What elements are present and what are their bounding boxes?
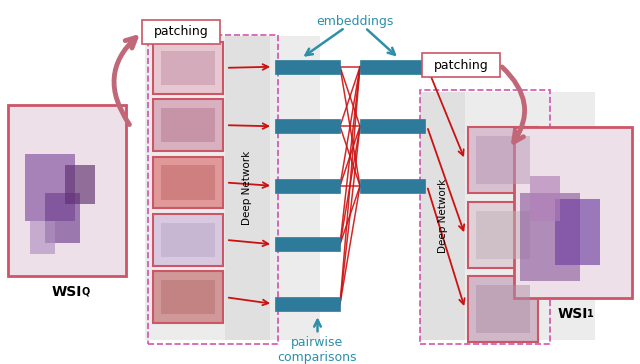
Bar xyxy=(420,90,550,344)
Bar xyxy=(468,127,538,193)
Bar xyxy=(360,119,425,134)
Bar xyxy=(275,237,340,252)
Bar xyxy=(275,179,340,193)
Bar xyxy=(476,211,530,259)
Bar xyxy=(25,154,75,221)
Bar xyxy=(148,35,278,344)
Bar xyxy=(153,42,223,94)
Bar xyxy=(476,136,530,184)
Text: WSI: WSI xyxy=(558,306,588,321)
Bar xyxy=(45,193,80,243)
Bar xyxy=(153,271,223,323)
Bar xyxy=(153,214,223,266)
Bar xyxy=(422,53,500,77)
Bar xyxy=(161,223,215,257)
Bar xyxy=(476,285,530,333)
Text: 1: 1 xyxy=(587,309,594,319)
Bar xyxy=(514,127,632,298)
Bar xyxy=(468,202,538,268)
Text: Deep Network: Deep Network xyxy=(243,151,253,225)
Bar xyxy=(420,92,465,340)
Bar xyxy=(275,119,340,134)
Bar xyxy=(153,99,223,151)
Bar xyxy=(142,20,220,44)
Bar xyxy=(530,177,560,221)
Bar xyxy=(161,51,215,85)
Text: WSI: WSI xyxy=(52,285,82,298)
Bar xyxy=(30,221,55,254)
Text: embeddings: embeddings xyxy=(316,15,394,28)
Bar xyxy=(65,166,95,204)
Bar xyxy=(161,166,215,199)
Text: patching: patching xyxy=(154,25,209,39)
Text: Deep Network: Deep Network xyxy=(438,178,447,253)
Bar xyxy=(153,157,223,209)
Bar xyxy=(520,193,580,281)
Text: pairwise
comparisons: pairwise comparisons xyxy=(278,336,357,364)
Text: patching: patching xyxy=(434,59,488,72)
Bar xyxy=(468,276,538,342)
Bar xyxy=(360,60,425,74)
Bar xyxy=(275,60,340,74)
Bar xyxy=(8,105,126,276)
Text: Q: Q xyxy=(81,287,89,297)
Bar xyxy=(225,36,270,340)
Bar xyxy=(275,297,340,311)
Bar xyxy=(555,198,600,265)
Bar xyxy=(145,36,320,340)
Bar xyxy=(161,280,215,314)
Bar xyxy=(360,179,425,193)
Bar xyxy=(420,92,595,340)
Bar xyxy=(161,108,215,142)
